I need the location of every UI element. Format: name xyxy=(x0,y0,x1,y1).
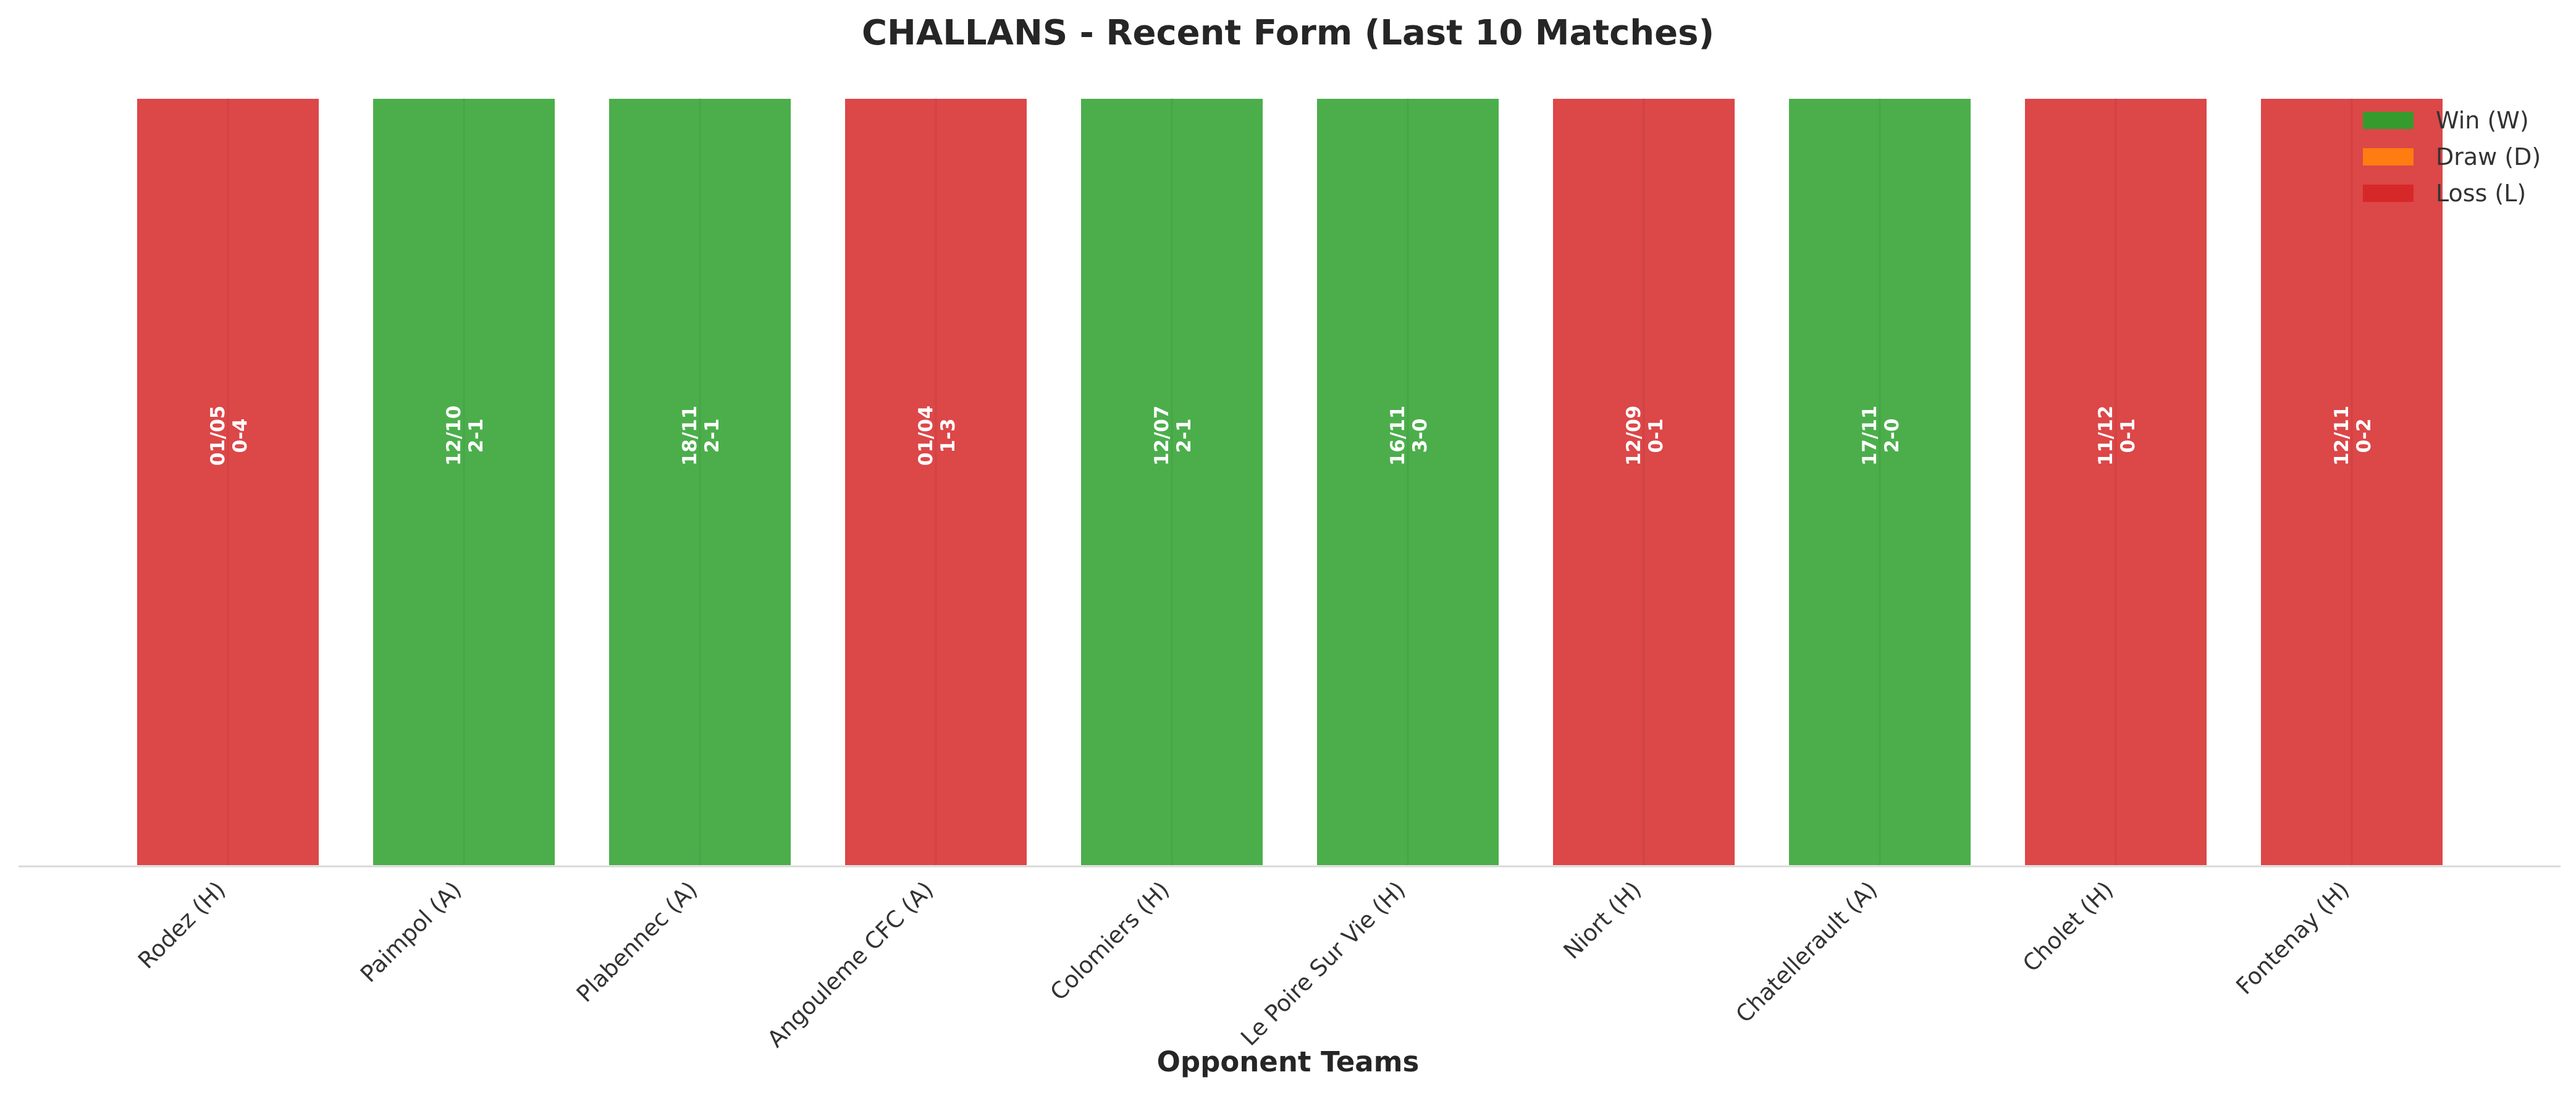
bar-label-group-8: 11/12 0-1 xyxy=(2095,406,2139,466)
x-tick-label-9: Fontenay (H) xyxy=(2231,876,2354,1000)
bar-date-label-3: 01/04 xyxy=(915,406,937,466)
bar-date-label-2: 18/11 xyxy=(679,406,701,466)
bars-group: 01/05 0-4 12/10 2-1 18/11 2-1 01/04 1-3 12/07 2-1… xyxy=(135,96,2445,868)
x-tick-label-1: Paimpol (A) xyxy=(355,876,466,987)
bar-label-group-1: 12/10 2-1 xyxy=(443,406,487,466)
x-tick-label-3: Angouleme CFC (A) xyxy=(762,876,939,1053)
bar-3 xyxy=(843,96,1029,868)
bar-label-group-0: 01/05 0-4 xyxy=(207,406,251,466)
x-tick-label-2: Plabennec (A) xyxy=(571,876,702,1007)
bar-1 xyxy=(371,96,557,868)
bar-date-label-1: 12/10 xyxy=(443,406,465,466)
bar-date-label-5: 16/11 xyxy=(1387,406,1409,466)
x-tick-label-4: Colomiers (H) xyxy=(1045,876,1175,1006)
bar-date-label-9: 12/11 xyxy=(2331,406,2353,466)
bar-date-label-7: 17/11 xyxy=(1859,406,1881,466)
bar-date-label-6: 12/09 xyxy=(1623,406,1645,466)
bar-score-label-7: 2-0 xyxy=(1881,418,1903,453)
legend-label-w: Win (W) xyxy=(2436,107,2529,134)
bar-0 xyxy=(135,96,321,868)
x-tick-labels: Rodez (H) Paimpol (A) Plabennec (A) Angoule… xyxy=(133,876,2354,1053)
bar-label-group-5: 16/11 3-0 xyxy=(1387,406,1431,466)
bar-4 xyxy=(1079,96,1265,868)
bar-9 xyxy=(2258,96,2445,868)
bar-label-group-4: 12/07 2-1 xyxy=(1151,406,1195,466)
chart-title: CHALLANS - Recent Form (Last 10 Matches) xyxy=(862,13,1714,53)
x-tick-label-8: Cholet (H) xyxy=(2018,876,2118,977)
bar-5 xyxy=(1315,96,1501,868)
bar-date-label-0: 01/05 xyxy=(207,406,229,466)
legend: Win (W) Draw (D) Loss (L) xyxy=(2363,107,2541,207)
x-tick-label-0: Rodez (H) xyxy=(133,876,230,974)
legend-label-l: Loss (L) xyxy=(2436,180,2526,207)
bar-label-group-6: 12/09 0-1 xyxy=(1623,406,1667,466)
legend-swatch-d xyxy=(2363,148,2414,165)
bar-score-label-9: 0-2 xyxy=(2353,418,2375,453)
bar-label-group-7: 17/11 2-0 xyxy=(1859,406,1903,466)
x-tick-label-7: Chatellerault (A) xyxy=(1731,876,1883,1028)
legend-swatch-w xyxy=(2363,112,2414,129)
bar-score-label-4: 2-1 xyxy=(1173,418,1195,453)
bar-score-label-0: 0-4 xyxy=(229,418,251,453)
bar-date-label-4: 12/07 xyxy=(1151,406,1173,466)
bar-score-label-1: 2-1 xyxy=(465,418,487,453)
bar-2 xyxy=(607,96,793,868)
bar-label-group-2: 18/11 2-1 xyxy=(679,406,723,466)
bar-date-label-8: 11/12 xyxy=(2095,406,2117,466)
bar-score-label-6: 0-1 xyxy=(1645,418,1667,453)
bar-score-label-5: 3-0 xyxy=(1409,418,1431,453)
x-axis-label: Opponent Teams xyxy=(1157,1045,1420,1078)
bar-score-label-8: 0-1 xyxy=(2117,418,2139,453)
legend-swatch-l xyxy=(2363,185,2414,202)
legend-label-d: Draw (D) xyxy=(2436,143,2541,170)
bar-score-label-3: 1-3 xyxy=(937,418,959,453)
bar-score-label-2: 2-1 xyxy=(701,418,723,453)
x-tick-label-6: Niort (H) xyxy=(1559,876,1647,965)
bar-6 xyxy=(1551,96,1737,868)
bar-label-group-9: 12/11 0-2 xyxy=(2331,406,2375,466)
bar-label-group-3: 01/04 1-3 xyxy=(915,406,959,466)
x-tick-label-5: Le Poire Sur Vie (H) xyxy=(1235,876,1410,1051)
